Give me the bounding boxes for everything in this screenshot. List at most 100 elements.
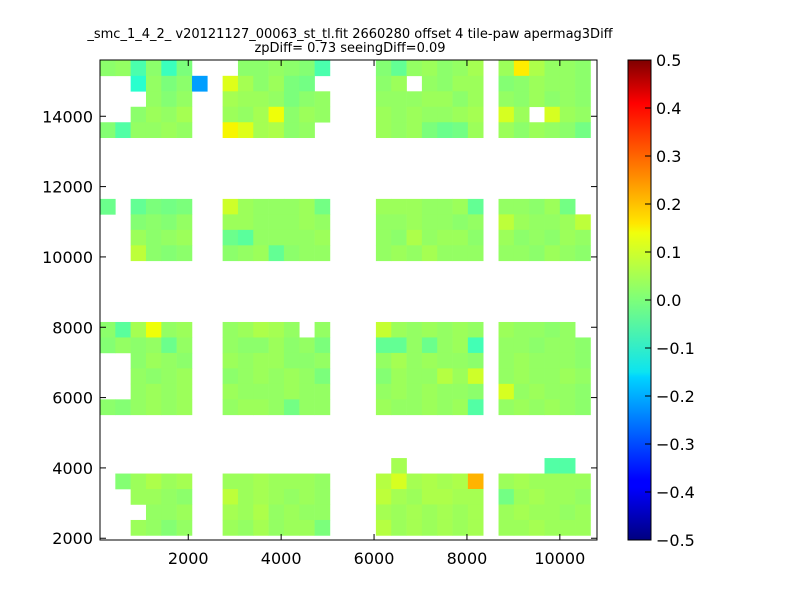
heatmap-cell	[299, 245, 315, 262]
heatmap-cell	[513, 473, 530, 490]
heatmap-cell	[513, 245, 530, 262]
heatmap-cell	[375, 489, 392, 505]
heatmap-cell	[130, 198, 147, 215]
colorbar-tick-label: 0.5	[656, 51, 681, 70]
heatmap-cell	[314, 383, 331, 400]
heatmap-cell	[529, 91, 545, 108]
heatmap-cell	[575, 75, 591, 92]
heatmap-cell	[467, 519, 484, 536]
heatmap-cell	[161, 122, 177, 139]
heatmap-cell	[513, 122, 530, 139]
heatmap-cell	[529, 229, 545, 246]
heatmap-cell	[375, 368, 392, 385]
heatmap-cell	[253, 383, 269, 400]
heatmap-cell	[222, 383, 239, 400]
heatmap-cell	[222, 504, 239, 521]
heatmap-cell	[421, 198, 438, 215]
heatmap-cell	[452, 245, 469, 262]
heatmap-cell	[161, 245, 177, 262]
heatmap-cell	[237, 91, 254, 108]
heatmap-cell	[544, 198, 561, 215]
heatmap-cell	[544, 321, 561, 338]
heatmap-cell	[437, 504, 453, 521]
heatmap-cell	[575, 229, 591, 246]
heatmap-cell	[498, 337, 515, 354]
heatmap-cell	[253, 245, 269, 262]
heatmap-cell	[544, 399, 561, 416]
heatmap-cell	[529, 352, 545, 369]
heatmap-cell	[559, 75, 576, 92]
colorbar-tick-label: 0.2	[656, 195, 681, 214]
heatmap-cell	[176, 229, 193, 246]
heatmap-cell	[391, 229, 407, 246]
heatmap-cell	[467, 504, 484, 521]
heatmap-cell	[513, 91, 530, 108]
heatmap-cell	[283, 75, 300, 92]
heatmap-cell	[452, 368, 469, 385]
heatmap-cell	[283, 337, 300, 354]
heatmap-cell	[268, 75, 285, 92]
heatmap-cell	[161, 321, 177, 338]
heatmap-cell	[421, 383, 438, 400]
heatmap-cell	[467, 245, 484, 262]
heatmap-cell	[467, 60, 484, 77]
heatmap-cell	[437, 91, 453, 108]
heatmap-cell	[145, 489, 162, 505]
heatmap-cell	[283, 60, 300, 77]
heatmap-cell	[161, 383, 177, 400]
heatmap-cell	[437, 321, 453, 338]
heatmap-cell	[575, 91, 591, 108]
heatmap-cell	[130, 321, 147, 338]
heatmap-cell	[406, 489, 423, 505]
heatmap-cell	[299, 229, 315, 246]
chart-title: _smc_1_4_2_ v20121127_00063_st_tl.fit 26…	[87, 27, 613, 42]
heatmap-cell	[176, 321, 193, 338]
heatmap-cell	[299, 198, 315, 215]
heatmap-cell	[314, 198, 331, 215]
heatmap-cell	[283, 122, 300, 139]
heatmap-cell	[299, 75, 315, 92]
heatmap-cell	[559, 122, 576, 139]
heatmap-cell	[391, 321, 407, 338]
heatmap-cell	[406, 198, 423, 215]
heatmap-cell	[513, 106, 530, 123]
heatmap-cell	[375, 519, 392, 536]
heatmap-cell	[529, 504, 545, 521]
heatmap-cell	[283, 245, 300, 262]
heatmap-cell	[145, 321, 162, 338]
heatmap-cell	[467, 214, 484, 231]
heatmap-cell	[406, 519, 423, 536]
heatmap-cell	[253, 399, 269, 416]
heatmap-cell	[130, 352, 147, 369]
heatmap-cell	[176, 75, 193, 92]
heatmap-cell	[161, 106, 177, 123]
heatmap-cell	[314, 106, 331, 123]
heatmap-cell	[437, 399, 453, 416]
heatmap-cell	[513, 368, 530, 385]
heatmap-cell	[145, 337, 162, 354]
heatmap-cell	[375, 352, 392, 369]
heatmap-cell	[421, 473, 438, 490]
heatmap-cell	[268, 489, 285, 505]
heatmap-cell	[375, 75, 392, 92]
heatmap-cell	[529, 245, 545, 262]
heatmap-cell	[452, 337, 469, 354]
heatmap-cell	[421, 321, 438, 338]
heatmap-cell	[452, 383, 469, 400]
heatmap-cell	[421, 504, 438, 521]
heatmap-cell	[544, 106, 561, 123]
x-tick-label: 4000	[261, 549, 302, 568]
plot-axes: 2000 4000 6000 8000 10000 2000 4000 6000 8000 100…	[42, 59, 598, 568]
heatmap-cell	[375, 198, 392, 215]
heatmap-cell	[467, 337, 484, 354]
heatmap-cell	[314, 214, 331, 231]
heatmap-cell	[237, 122, 254, 139]
heatmap-cell	[406, 245, 423, 262]
heatmap-cell	[100, 399, 116, 416]
heatmap-cell	[467, 122, 484, 139]
heatmap-cell	[253, 368, 269, 385]
heatmap-cell	[161, 489, 177, 505]
heatmap-cell	[283, 489, 300, 505]
heatmap-cell	[375, 473, 392, 490]
heatmap-cell	[375, 91, 392, 108]
